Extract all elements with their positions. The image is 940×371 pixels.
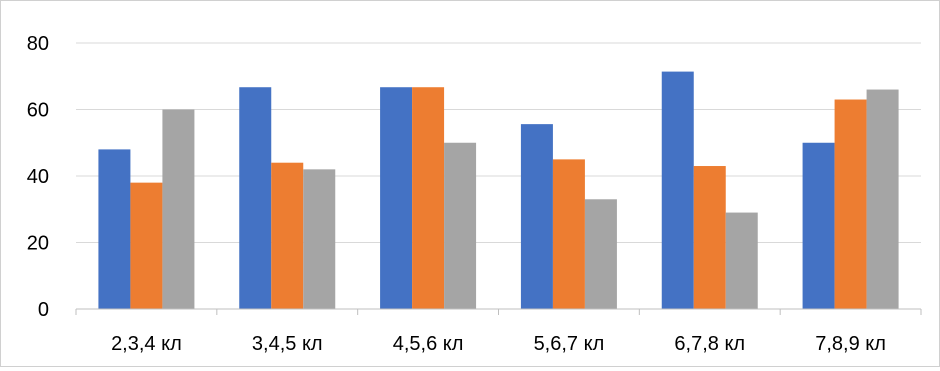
bar bbox=[271, 162, 304, 309]
bars bbox=[98, 71, 899, 310]
y-tick-label: 40 bbox=[27, 166, 49, 188]
x-tick-label: 5,6,7 кл bbox=[534, 333, 605, 355]
x-tick-label: 6,7,8 кл bbox=[674, 333, 745, 355]
y-tick-label: 80 bbox=[27, 33, 49, 55]
bar bbox=[802, 142, 835, 309]
bar bbox=[380, 87, 413, 309]
bar bbox=[725, 212, 758, 309]
y-tick-label: 20 bbox=[27, 233, 49, 255]
bar bbox=[98, 149, 131, 309]
bar bbox=[444, 142, 477, 309]
gridlines bbox=[76, 42, 921, 243]
bar bbox=[520, 124, 553, 309]
y-tick-label: 0 bbox=[38, 299, 49, 321]
x-tick-label: 7,8,9 кл bbox=[815, 333, 886, 355]
bar bbox=[584, 199, 617, 309]
bar bbox=[130, 182, 163, 309]
bar bbox=[693, 166, 726, 309]
x-tick-label: 4,5,6 кл bbox=[393, 333, 464, 355]
tick-labels: 0 20 40 60 80 2,3,4 кл 3,4,5 кл 4,5,6 кл 5,6,7 к… bbox=[27, 33, 886, 355]
x-tick-label: 3,4,5 кл bbox=[252, 333, 323, 355]
axes bbox=[75, 308, 922, 315]
bar bbox=[866, 89, 899, 309]
bar bbox=[162, 109, 195, 309]
bar bbox=[239, 87, 272, 309]
bar bbox=[552, 159, 585, 309]
y-tick-label: 60 bbox=[27, 100, 49, 122]
bar bbox=[303, 169, 336, 309]
bar bbox=[834, 99, 867, 310]
bar bbox=[661, 71, 694, 309]
bar bbox=[412, 87, 445, 309]
x-tick-label: 2,3,4 кл bbox=[111, 333, 182, 355]
